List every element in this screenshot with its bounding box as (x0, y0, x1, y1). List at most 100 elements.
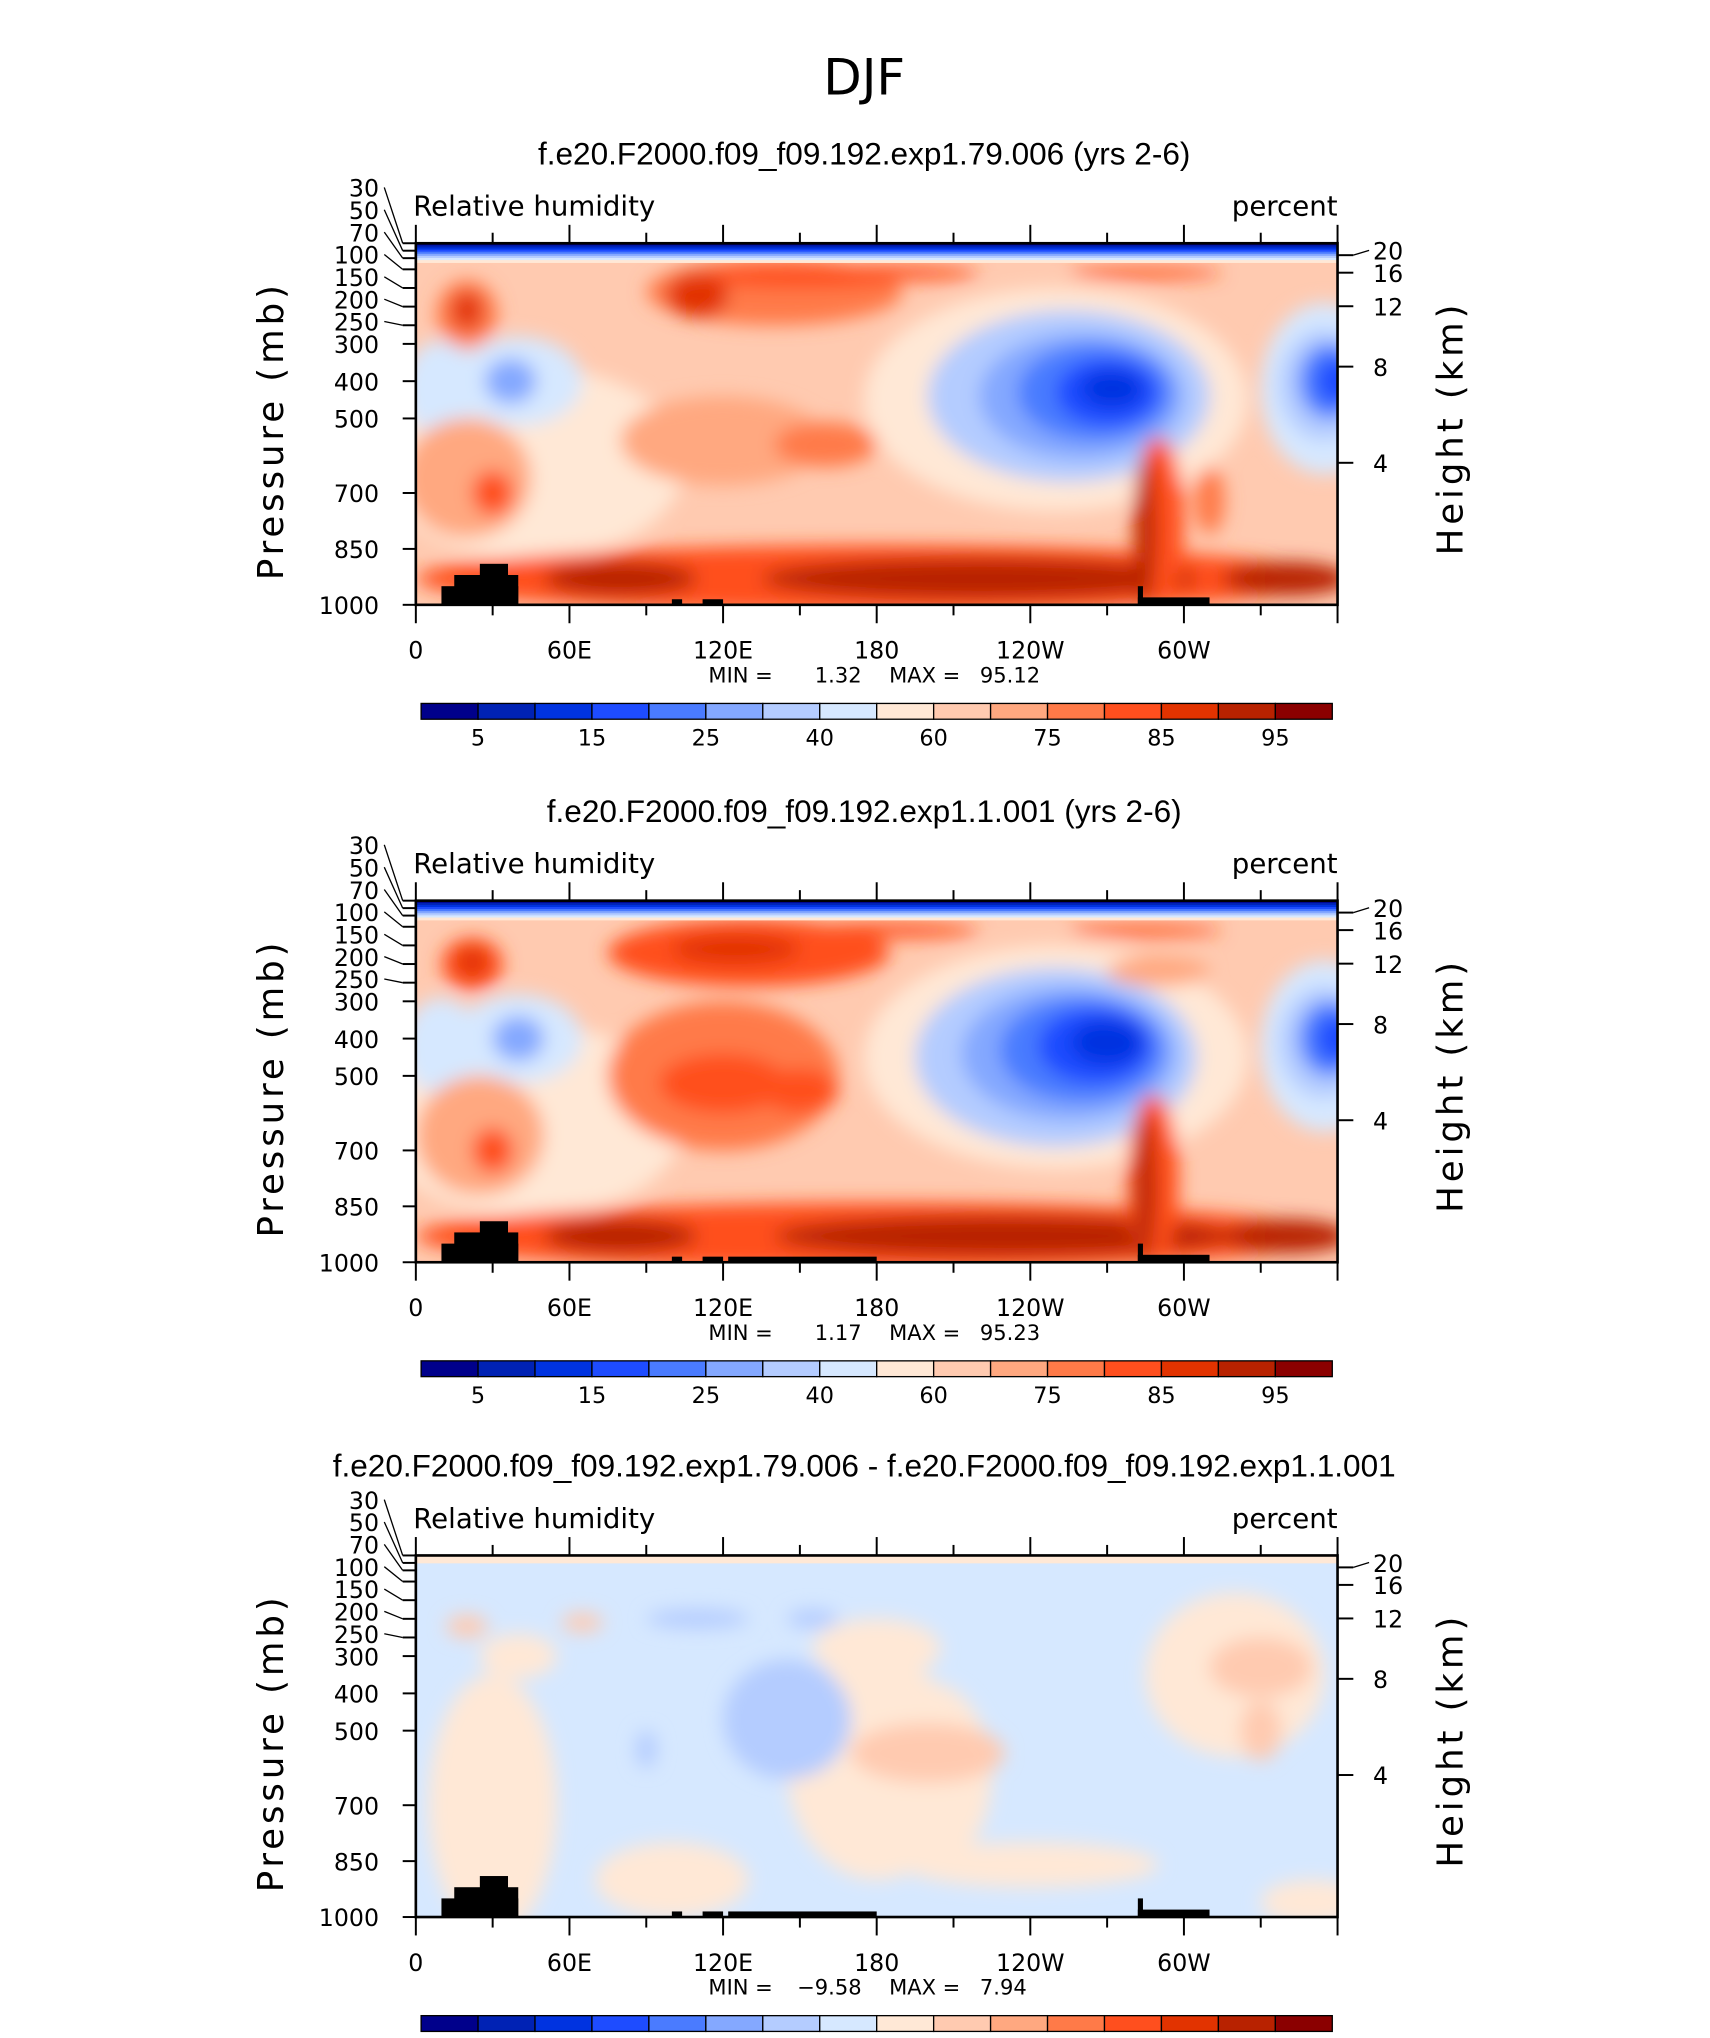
x-tick-label: 120W (996, 1949, 1065, 1977)
y-tick-label: 700 (334, 1792, 379, 1820)
y-tick-label: 400 (334, 368, 379, 396)
contour-region (472, 470, 514, 516)
contour-region (415, 418, 532, 538)
colorbar-box (534, 2014, 593, 2033)
contour-band (415, 911, 1338, 915)
y-tick-label: 200 (334, 286, 379, 314)
contour-region (1081, 369, 1143, 408)
y-tick-label: 150 (334, 1576, 379, 1604)
topography (702, 1256, 724, 1263)
contour-band (415, 915, 1338, 919)
y-tick-label: 500 (334, 1063, 379, 1091)
topography (702, 599, 724, 605)
y-tick-label: 150 (334, 921, 379, 949)
contour-band (415, 243, 1338, 247)
units-label: percent (1232, 1502, 1338, 1535)
contour-band (415, 251, 1338, 255)
units-label: percent (1232, 190, 1338, 223)
y-tick-label: 400 (334, 1681, 379, 1709)
y2-tick-label: 8 (1373, 354, 1388, 382)
y-tick-label: 150 (334, 264, 379, 292)
y-tick-label: 250 (334, 309, 379, 337)
y-tick-label: 30 (349, 1487, 379, 1515)
contour-region (1222, 561, 1338, 596)
y-tick-leader (383, 1543, 404, 1571)
panel-title: f.e20.F2000.f09_f09.192.exp1.79.006 (yrs… (538, 135, 1190, 171)
colorbar-box (932, 702, 992, 720)
colorbar-box (932, 2014, 992, 2033)
colorbar-box (819, 702, 878, 720)
panel-1: f.e20.F2000.f09_f09.192.exp1.79.006 (yrs… (251, 135, 1471, 751)
y2-axis-label: Height (km) (1430, 301, 1471, 556)
contour-region (1135, 1113, 1156, 1263)
colorbar-box (477, 702, 536, 720)
x-tick-label: 180 (854, 637, 899, 665)
y-tick-leader (383, 866, 404, 909)
y-tick-leader (383, 933, 404, 946)
colorbar-label: 75 (1033, 726, 1061, 752)
contour-band (415, 906, 1338, 910)
contour-region (428, 1674, 557, 1918)
colorbar-box (534, 1360, 593, 1378)
x-tick-label: 60W (1157, 1949, 1211, 1977)
colorbar-box (705, 1360, 764, 1378)
y2-tick-label: 12 (1373, 951, 1403, 979)
contour-region (902, 1842, 1159, 1888)
contour-region (595, 1842, 749, 1918)
colorbar-label: 85 (1147, 726, 1175, 752)
y-tick-label: 50 (349, 854, 379, 882)
contour-band (415, 913, 1338, 917)
contour-band (415, 260, 1338, 263)
y-tick-leader (384, 320, 403, 326)
y-tick-label: 100 (334, 242, 379, 270)
y-tick-leader (383, 209, 404, 251)
y2-tick-label: 16 (1373, 917, 1403, 945)
colorbar-label: 40 (806, 1383, 834, 1409)
y-tick-leader (384, 955, 403, 965)
y2-tick-leader (1353, 249, 1370, 256)
topography (479, 1221, 509, 1263)
colorbar-box (534, 702, 593, 720)
colorbar-box (420, 1360, 479, 1378)
colorbar-box (876, 702, 935, 720)
y-tick-label: 70 (349, 877, 379, 905)
x-tick-label: 0 (408, 1294, 423, 1322)
contour-region (1240, 1700, 1282, 1761)
y-tick-label: 30 (349, 832, 379, 860)
min-value: 1.17 (815, 1320, 862, 1345)
panel-title: f.e20.F2000.f09_f09.192.exp1.79.006 - f.… (333, 1448, 1396, 1484)
y-tick-leader (383, 889, 404, 916)
y-tick-label: 200 (334, 944, 379, 972)
colorbar-box (1217, 1360, 1276, 1378)
contour-region (1107, 956, 1210, 987)
x-tick-label: 60W (1157, 637, 1211, 665)
colorbar-label: 15 (578, 726, 606, 752)
topography (479, 563, 509, 605)
colorbar-box (989, 702, 1049, 720)
y-tick-label: 30 (349, 175, 379, 203)
topography (671, 1256, 683, 1263)
colorbar-box (762, 702, 821, 720)
y-tick-leader (383, 187, 404, 244)
x-tick-label: 0 (408, 637, 423, 665)
x-tick-label: 120E (693, 637, 753, 665)
colorbar-box (989, 2014, 1049, 2033)
y-tick-label: 1000 (319, 1904, 379, 1932)
colorbar-box (1046, 702, 1106, 720)
y-tick-leader (383, 231, 404, 259)
colorbar-box (1046, 2014, 1106, 2033)
contour-region (812, 1618, 941, 1679)
contour-band (415, 917, 1338, 921)
contour-region (1222, 1219, 1338, 1253)
contour-band (415, 249, 1338, 253)
contour-region (1071, 1019, 1143, 1065)
y2-tick-label: 4 (1373, 1762, 1388, 1790)
panel-2: f.e20.F2000.f09_f09.192.exp1.1.001 (yrs … (251, 793, 1471, 1409)
topography (728, 1256, 877, 1263)
y-tick-label: 200 (334, 1599, 379, 1627)
colorbar-box (819, 1360, 878, 1378)
y-tick-leader (383, 1588, 404, 1601)
colorbar-box (1274, 702, 1333, 720)
contour-region (799, 265, 980, 281)
contour-region (484, 358, 537, 404)
